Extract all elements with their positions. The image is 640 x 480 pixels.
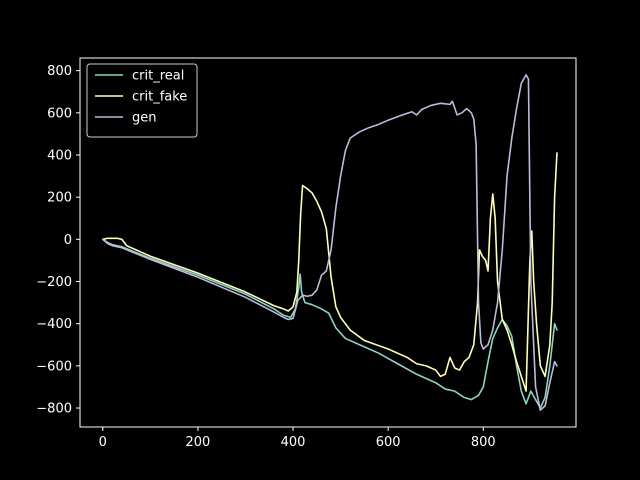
x-tick-label: 800: [471, 435, 496, 450]
series-line-crit-fake: [102, 152, 558, 392]
plot-area: [102, 74, 558, 411]
x-axis: 0 200 400 600 800: [99, 427, 496, 450]
x-tick-label: 200: [186, 435, 211, 450]
y-tick-label: −600: [36, 359, 72, 374]
legend-label-crit-fake: crit_fake: [132, 90, 187, 105]
axes-frame: [79, 57, 577, 428]
y-tick-label: 600: [47, 106, 72, 121]
y-tick-label: −200: [36, 275, 72, 290]
x-tick-label: 0: [99, 435, 107, 450]
legend-box: [86, 63, 198, 138]
x-tick-label: 600: [376, 435, 401, 450]
x-tick-label: 400: [281, 435, 306, 450]
y-tick-label: 400: [47, 148, 72, 163]
y-axis: −800 −600 −400 −200 0 200 400 600 800: [36, 64, 80, 417]
y-tick-label: −400: [36, 317, 72, 332]
y-tick-label: 200: [47, 191, 72, 206]
y-tick-label: 0: [64, 233, 72, 248]
legend-label-gen: gen: [132, 111, 157, 126]
legend-label-crit-real: crit_real: [132, 69, 184, 84]
series-line-gen: [102, 74, 558, 411]
y-tick-label: −800: [36, 402, 72, 417]
y-tick-label: 800: [47, 64, 72, 79]
series-line-crit-real: [102, 238, 558, 409]
